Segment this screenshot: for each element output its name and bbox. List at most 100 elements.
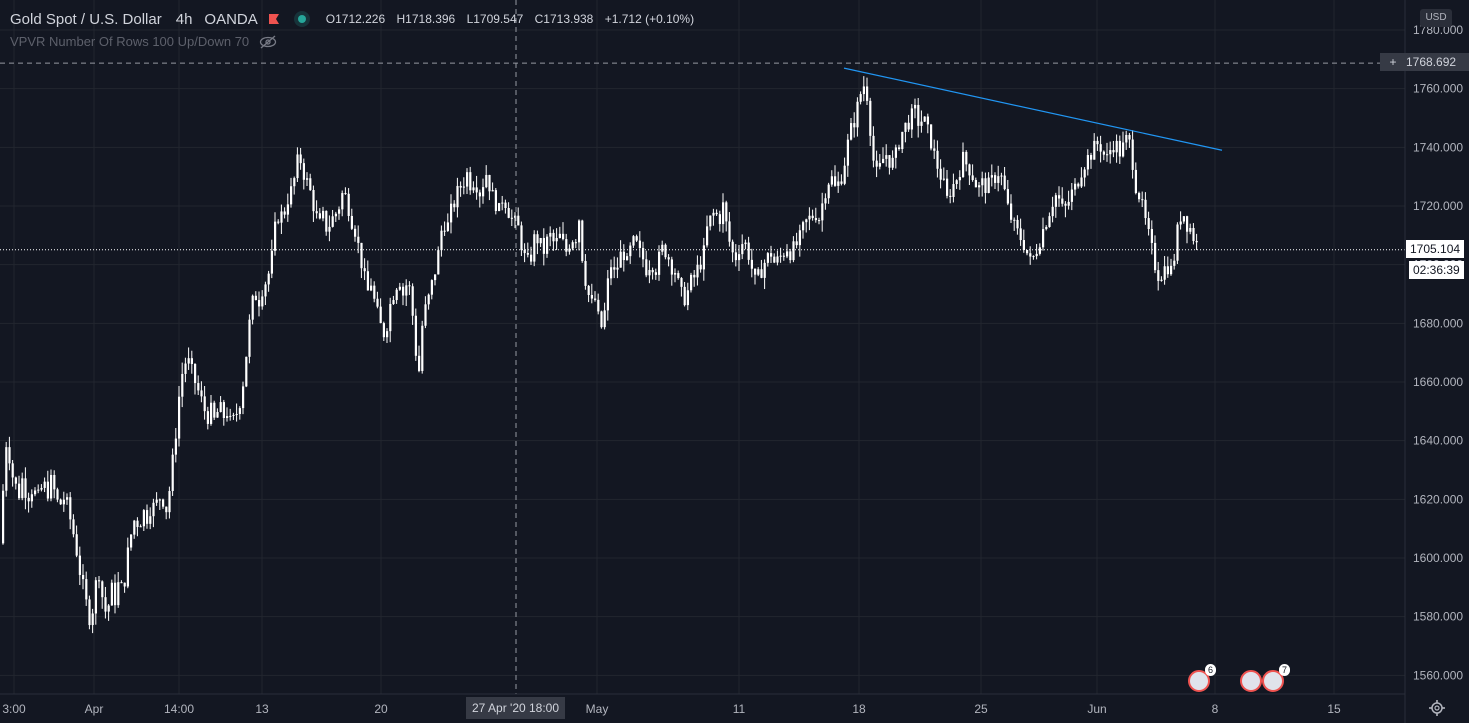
candle-body [923, 116, 926, 122]
candle-body [290, 186, 293, 205]
candle-body [702, 245, 705, 270]
candle-body [904, 122, 907, 132]
y-tick-label: 1600.000 [1413, 551, 1463, 565]
candle-body [373, 285, 376, 299]
gear-icon[interactable] [1428, 699, 1446, 717]
candle-body [72, 519, 75, 535]
candle-body [731, 241, 734, 253]
candle-body [318, 213, 321, 219]
candle-body [622, 251, 625, 261]
candle-body [859, 94, 862, 102]
candle-body [1070, 189, 1073, 202]
candle-body [1154, 242, 1157, 271]
candle-body [69, 497, 72, 520]
candle-body [968, 164, 971, 176]
candle-body [1003, 175, 1006, 190]
candle-body [21, 478, 24, 499]
broker-label: OANDA [204, 10, 258, 28]
symbol-name[interactable]: Gold Spot / U.S. Dollar [10, 10, 162, 28]
candle-body [1042, 229, 1045, 248]
candle-body [942, 178, 945, 180]
indicator-legend: VPVR Number Of Rows 100 Up/Down 70 [10, 34, 277, 49]
candle-body [306, 178, 309, 180]
economic-event-icon[interactable]: 6 [1188, 664, 1216, 692]
candle-body [1195, 240, 1198, 243]
bar-countdown-label: 02:36:39 [1409, 261, 1464, 279]
flag-icon[interactable] [268, 13, 280, 25]
candle-body [517, 215, 520, 226]
candle-body [379, 306, 382, 324]
candle-body [270, 250, 273, 274]
symbol-legend: Gold Spot / U.S. Dollar 4h OANDA O1712.2… [10, 9, 702, 29]
candle-body [459, 185, 462, 188]
hidden-eye-icon[interactable] [259, 35, 277, 49]
candle-body [814, 218, 817, 221]
candle-body [389, 303, 392, 332]
candle-body [229, 415, 232, 417]
candle-body [485, 174, 488, 188]
market-status-icon[interactable] [293, 11, 310, 27]
candle-body [776, 256, 779, 263]
candle-body [50, 474, 53, 499]
candle-body [581, 220, 584, 261]
candle-body [424, 304, 427, 326]
candle-body [501, 202, 504, 204]
time-axis[interactable]: 3:00 Apr 14:00 13 20 May 11 18 25 Jun 8 15 [2, 702, 1341, 716]
candle-body [818, 220, 821, 222]
candle-body [62, 499, 65, 505]
x-tick-label: 15 [1327, 702, 1341, 716]
candle-body [802, 222, 805, 231]
y-tick-label: 1640.000 [1413, 434, 1463, 448]
candle-body [264, 284, 267, 297]
candle-body [1147, 218, 1150, 230]
currency-badge[interactable]: USD [1420, 9, 1452, 27]
candle-body [258, 300, 261, 307]
indicator-label[interactable]: VPVR Number Of Rows 100 Up/Down 70 [10, 34, 250, 49]
candle-body [75, 534, 78, 556]
economic-event-icon[interactable] [1240, 670, 1262, 692]
candle-body [123, 582, 126, 587]
candle-body [1080, 177, 1083, 187]
candle-body [872, 135, 875, 161]
candle-body [744, 242, 747, 245]
chart-grid [0, 0, 1405, 694]
candle-body [610, 267, 613, 279]
candle-body [898, 147, 901, 150]
price-axis[interactable]: 1780.0001760.0001740.0001720.0001700.000… [1413, 23, 1463, 682]
candle-body [683, 286, 686, 306]
timeframe-label[interactable]: 4h [175, 10, 193, 28]
candle-body [1010, 203, 1013, 220]
candle-body [408, 285, 411, 287]
candle-body [946, 178, 949, 196]
crosshair-price-label[interactable]: +1768.692 [1380, 53, 1469, 71]
candle-body [27, 497, 30, 502]
candle-body [34, 490, 37, 495]
candle-body [232, 414, 235, 416]
candle-body [955, 180, 958, 185]
candle-body [1022, 240, 1025, 250]
trendline[interactable] [843, 67, 1223, 151]
plus-icon[interactable]: + [1389, 55, 1397, 69]
candle-body [658, 251, 661, 275]
candle-body [504, 202, 507, 209]
candle-body [1026, 249, 1029, 254]
candle-body [254, 295, 257, 301]
candle-body [440, 230, 443, 251]
candle-body [830, 176, 833, 185]
candle-body [136, 520, 139, 527]
candle-body [670, 259, 673, 275]
candle-body [856, 101, 859, 128]
candle-body [174, 438, 177, 455]
candle-body [920, 121, 923, 126]
candle-body [878, 163, 881, 167]
economic-event-icon[interactable]: 7 [1262, 664, 1290, 692]
candle-body [322, 210, 325, 219]
candle-body [1189, 227, 1192, 232]
candle-body [98, 580, 101, 582]
candle-body [222, 402, 225, 418]
candle-body [187, 358, 190, 364]
candle-body [578, 220, 581, 243]
candle-body [1192, 227, 1195, 241]
candle-body [693, 274, 696, 278]
